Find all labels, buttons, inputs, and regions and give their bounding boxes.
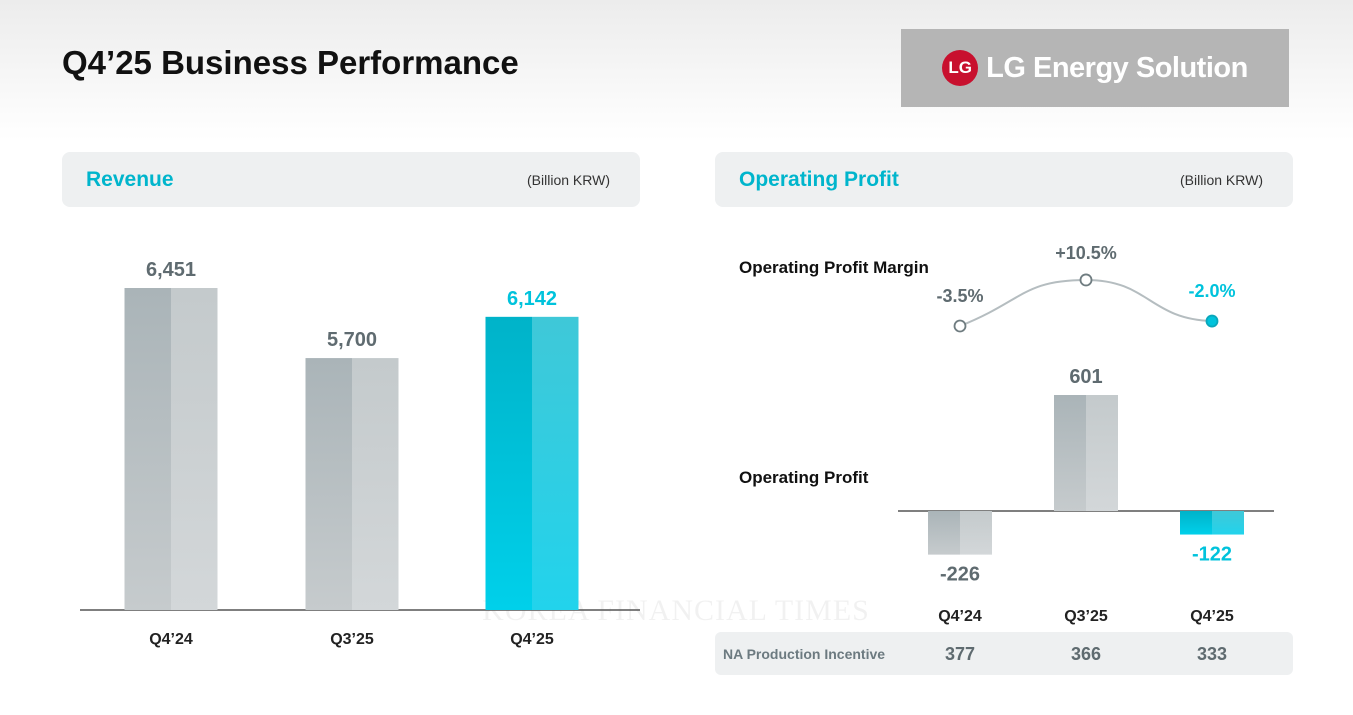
revenue-unit: (Billion KRW) (527, 172, 610, 188)
revenue-bar (485, 316, 532, 610)
op-data-label: -122 (1192, 544, 1232, 566)
op-unit: (Billion KRW) (1180, 172, 1263, 188)
op-bar (1054, 395, 1086, 511)
revenue-panel-header: Revenue (Billion KRW) (62, 152, 640, 207)
revenue-data-label: 6,451 (146, 259, 196, 281)
page-title: Q4’25 Business Performance (62, 44, 519, 81)
op-bar (1180, 511, 1212, 535)
revenue-bar-highlight (352, 358, 399, 610)
op-bar-highlight (960, 511, 992, 555)
lg-logo-icon: LG (942, 50, 979, 86)
revenue-data-label: 5,700 (327, 329, 377, 351)
margin-line (959, 278, 1213, 327)
margin-point (953, 319, 967, 333)
na-incentive-value: 333 (1196, 644, 1228, 664)
margin-point (1205, 314, 1219, 328)
logo-text: LG Energy Solution (986, 51, 1248, 84)
revenue-category-label: Q3’25 (330, 631, 374, 648)
op-profit-label: Operating Profit (739, 468, 869, 487)
op-title: Operating Profit (739, 168, 899, 191)
na-incentive-value: 377 (944, 644, 976, 664)
op-panel-header: Operating Profit (Billion KRW) (715, 152, 1293, 207)
op-bar (928, 511, 960, 555)
na-incentive-label: NA Production Incentive (723, 646, 886, 662)
revenue-category-label: Q4’25 (510, 631, 554, 648)
margin-data-label: -2.0% (1188, 281, 1235, 301)
margin-data-label: -3.5% (936, 286, 983, 306)
revenue-bar (305, 358, 352, 610)
na-incentive-row: NA Production Incentive 377 366 333 (715, 632, 1293, 675)
margin-data-label: +10.5% (1055, 243, 1117, 263)
op-margin-label: Operating Profit Margin (739, 258, 929, 277)
na-incentive-value: 366 (1070, 644, 1102, 664)
lg-energy-solution-logo: LG LG Energy Solution (901, 29, 1289, 107)
op-category-label: Q3’25 (1064, 608, 1108, 625)
op-category-label: Q4’24 (938, 608, 982, 625)
revenue-category-label: Q4’24 (149, 631, 193, 648)
op-data-label: 601 (1069, 366, 1102, 388)
revenue-bar-highlight (532, 316, 579, 610)
revenue-bar-highlight (171, 288, 218, 610)
op-category-label: Q4’25 (1190, 608, 1234, 625)
revenue-data-label: 6,142 (507, 288, 557, 310)
op-bar-highlight (1086, 395, 1118, 511)
revenue-bar (124, 288, 171, 610)
margin-point (1079, 273, 1093, 287)
op-bar-highlight (1212, 511, 1244, 535)
revenue-title: Revenue (86, 168, 174, 191)
op-data-label: -226 (940, 564, 980, 586)
